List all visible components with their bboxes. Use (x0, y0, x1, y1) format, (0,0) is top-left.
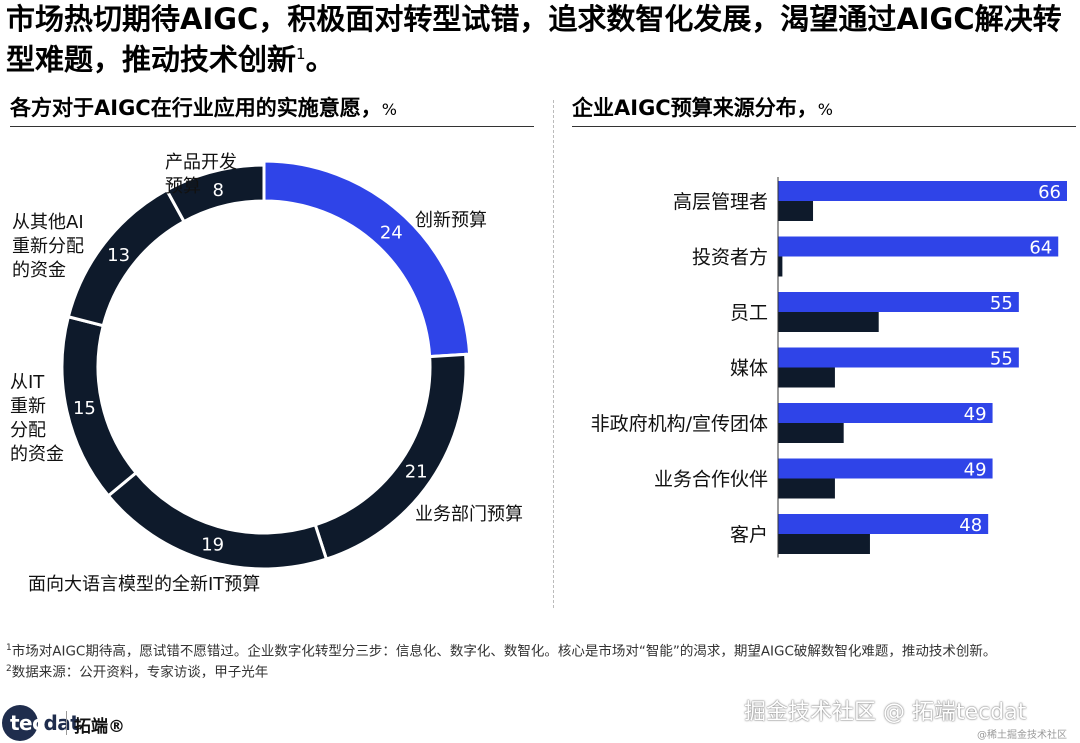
donut-slice-value: 13 (107, 245, 130, 266)
left-chart-title: 各方对于AIGC在行业应用的实施意愿，% (10, 96, 397, 120)
donut-slice-label: 产品开发预算 (165, 152, 237, 197)
bar-series-2 (778, 534, 870, 554)
vertical-divider (553, 100, 554, 608)
logo-separator (66, 711, 67, 735)
bar-series-1 (778, 181, 1067, 201)
donut-slice-value: 15 (73, 398, 96, 419)
bar-value-label: 55 (990, 293, 1013, 314)
bar-series-2 (778, 312, 879, 332)
footnote-2: 2数据来源：公开资料，专家访谈，甲子光年 (6, 663, 269, 681)
bar-series-1 (778, 403, 993, 423)
donut-slice (164, 163, 266, 224)
bar-series-2 (778, 423, 844, 443)
bar-series-2 (778, 201, 814, 221)
right-title-rule (572, 126, 1076, 127)
bar-value-label: 55 (990, 349, 1013, 370)
donut-slice-value: 24 (380, 222, 403, 243)
footnote-1: 1市场对AIGC期待高，愿试错不愿错过。企业数字化转型分三步：信息化、数字化、数… (6, 643, 997, 660)
donut-slice-value: 19 (201, 535, 224, 556)
bar-series-2 (778, 478, 835, 499)
bar-value-label: 49 (964, 404, 987, 425)
bar-category-label: 员工 (730, 302, 768, 324)
bar-series-2 (778, 367, 835, 388)
logo-circle (2, 705, 38, 741)
logo-cn-text: 拓端® (74, 717, 125, 737)
donut-slice-value: 21 (405, 461, 428, 482)
bar-value-label: 49 (964, 460, 987, 481)
bar-value-label: 66 (1038, 182, 1061, 203)
donut-slice-label: 面向大语言模型的全新IT预算 (28, 574, 260, 595)
donut-slice-value: 8 (213, 180, 224, 201)
logo-wordmark: tecdat (10, 711, 80, 735)
bar-series-1 (778, 347, 1019, 368)
bar-value-label: 64 (1029, 238, 1052, 259)
left-title-rule (10, 126, 534, 127)
bar-series-2 (778, 256, 783, 277)
bar-value-label: 48 (959, 515, 982, 536)
title-footnote-marker: 1 (296, 45, 306, 63)
bar-category-label: 投资者方 (692, 247, 768, 269)
bar-series-1 (778, 514, 989, 534)
watermark-small: @稀土掘金技术社区 (977, 730, 1067, 741)
footnotes: 1市场对AIGC期待高，愿试错不愿错过。企业数字化转型分三步：信息化、数字化、数… (6, 640, 1072, 681)
donut-slice-label: 从其他AI 重新分配的资金 (12, 212, 84, 281)
bar-category-label: 业务合作伙伴 (654, 469, 768, 491)
donut-slice (313, 352, 468, 562)
bar-category-label: 非政府机构/宣传团体 (591, 413, 768, 435)
bar-series-1 (778, 458, 993, 479)
bar-category-label: 客户 (730, 524, 768, 546)
bar-series-1 (778, 236, 1059, 257)
watermark: 掘金技术社区 @ 拓端tecdat (744, 700, 1027, 725)
right-chart-title: 企业AIGC预算来源分布，% (572, 96, 833, 120)
donut-slice-label: 从IT 重新分配的资金 (10, 372, 64, 465)
donut-slice-label: 业务部门预算 (415, 504, 523, 525)
bar-series-1 (778, 292, 1019, 312)
tecdat-logo: tecdat 拓端® (0, 703, 160, 743)
page-title: 市场热切期待AIGC，积极面对转型试错，追求数智化发展，渴望通过AIGC解决转型… (6, 2, 1062, 77)
bar-category-label: 媒体 (730, 358, 768, 380)
bar-category-label: 高层管理者 (673, 191, 768, 213)
donut-slice-label: 创新预算 (415, 210, 487, 231)
donut-slice (262, 159, 472, 359)
